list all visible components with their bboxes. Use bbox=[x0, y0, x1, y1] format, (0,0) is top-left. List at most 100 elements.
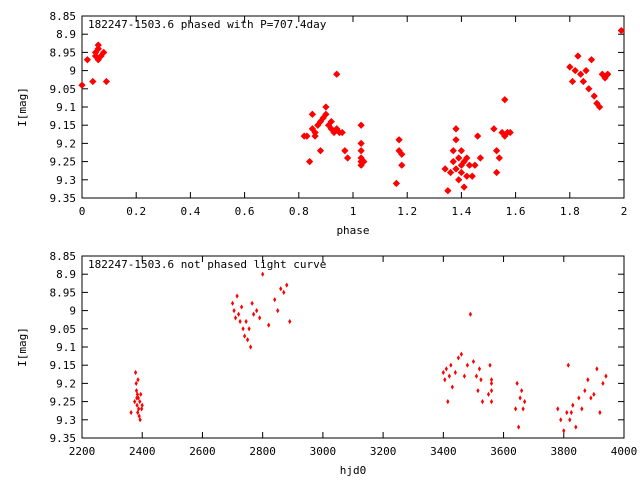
phased-x-tick-label: 0 bbox=[79, 205, 86, 218]
phased-data-point bbox=[100, 48, 108, 57]
phased-data-point bbox=[595, 103, 604, 111]
phased-data-point bbox=[449, 157, 457, 166]
unphased-data-point bbox=[243, 333, 247, 339]
unphased-data-point bbox=[566, 362, 570, 368]
phased-y-tick-label: 9 bbox=[69, 65, 76, 78]
phased-data-point bbox=[102, 77, 111, 86]
unphased-data-point bbox=[598, 409, 602, 416]
unphased-data-point bbox=[489, 377, 494, 383]
phased-data-point bbox=[571, 66, 579, 75]
unphased-y-tick-label: 9.3 bbox=[56, 414, 76, 427]
phased-x-tick-label: 1.8 bbox=[560, 205, 580, 218]
unphased-data-point bbox=[239, 304, 244, 310]
unphased-data-point bbox=[523, 399, 527, 405]
unphased-data-point bbox=[595, 366, 599, 372]
unphased-data-point bbox=[235, 293, 239, 299]
phased-x-axis-label: phase bbox=[336, 224, 369, 237]
unphased-data-point bbox=[136, 377, 140, 383]
unphased-data-point bbox=[233, 315, 238, 321]
phased-data-point bbox=[465, 161, 474, 169]
phased-x-ticks: 0 0.2 0.4 0.6 0.8 1 1.2 1.4 1.6 1.8 2 bbox=[79, 16, 628, 218]
unphased-x-axis-label: hjd0 bbox=[340, 464, 367, 477]
phased-data-point bbox=[322, 110, 330, 118]
unphased-data-point bbox=[474, 373, 479, 379]
phased-data-point bbox=[392, 179, 401, 188]
unphased-data-point bbox=[556, 406, 560, 412]
phased-y-tick-label: 9.15 bbox=[50, 119, 77, 132]
unphased-data-point bbox=[285, 282, 289, 288]
unphased-x-tick-label: 3000 bbox=[310, 445, 337, 458]
phased-data-point bbox=[311, 128, 319, 137]
unphased-data-point bbox=[138, 399, 142, 405]
phased-data-point bbox=[463, 172, 471, 180]
phased-x-tick-label: 2 bbox=[621, 205, 628, 218]
unphased-data-point bbox=[521, 406, 525, 412]
phased-data-point bbox=[341, 147, 349, 155]
phased-y-ticks: 8.85 8.9 8.95 9 9.05 9.1 9.15 9.2 9.25 9.3 9.35 bbox=[50, 10, 624, 205]
phased-y-tick-label: 9.2 bbox=[56, 137, 76, 150]
unphased-y-tick-label: 9.15 bbox=[50, 359, 77, 372]
unphased-data-point bbox=[604, 373, 608, 379]
unphased-y-tick-label: 9.1 bbox=[56, 341, 76, 354]
phased-y-tick-label: 9.35 bbox=[50, 192, 77, 205]
phased-data-point bbox=[506, 128, 514, 137]
phased-data-point bbox=[446, 168, 455, 177]
phased-x-tick-label: 0.8 bbox=[289, 205, 309, 218]
phased-data-points bbox=[78, 26, 625, 195]
phased-data-point bbox=[582, 66, 590, 75]
phased-data-point bbox=[492, 168, 501, 177]
unphased-data-point bbox=[562, 428, 566, 434]
phased-y-tick-label: 8.9 bbox=[56, 28, 76, 41]
unphased-data-point bbox=[577, 395, 581, 401]
unphased-data-point bbox=[261, 271, 265, 277]
unphased-data-point bbox=[249, 344, 253, 350]
phased-data-point bbox=[463, 154, 471, 162]
phased-data-point bbox=[457, 168, 466, 177]
phased-y-tick-label: 8.85 bbox=[50, 10, 77, 23]
unphased-data-point bbox=[447, 373, 451, 379]
phased-data-point bbox=[449, 147, 457, 155]
unphased-data-point bbox=[255, 308, 259, 314]
unphased-data-point bbox=[133, 369, 138, 376]
unphased-data-point bbox=[137, 413, 141, 419]
phased-data-point bbox=[455, 176, 463, 184]
phased-data-point bbox=[501, 96, 509, 104]
unphased-y-tick-label: 8.85 bbox=[50, 250, 77, 263]
phased-data-point bbox=[308, 110, 317, 118]
unphased-y-tick-label: 9.35 bbox=[50, 432, 77, 445]
unphased-x-tick-label: 2400 bbox=[129, 445, 156, 458]
unphased-data-point bbox=[441, 369, 445, 376]
unphased-data-point bbox=[450, 384, 454, 390]
phased-data-point bbox=[398, 161, 406, 169]
phased-data-point bbox=[333, 70, 341, 78]
phased-data-point bbox=[471, 161, 479, 169]
unphased-data-point bbox=[133, 399, 137, 405]
unphased-data-point bbox=[486, 391, 491, 397]
phased-y-axis-label: I[mag] bbox=[16, 87, 29, 127]
phased-data-point bbox=[585, 85, 593, 93]
phased-data-point bbox=[490, 125, 498, 133]
unphased-chart-title: 182247-1503.6 not phased light curve bbox=[88, 258, 326, 271]
phased-data-point bbox=[305, 157, 314, 166]
phased-data-point bbox=[492, 147, 501, 155]
unphased-data-point bbox=[586, 377, 590, 383]
phased-y-tick-label: 8.95 bbox=[50, 46, 77, 59]
phased-data-point bbox=[604, 70, 612, 78]
unphased-x-tick-label: 4000 bbox=[611, 445, 638, 458]
unphased-data-point bbox=[568, 417, 572, 423]
phased-data-point bbox=[590, 92, 598, 100]
unphased-data-point bbox=[250, 300, 254, 306]
unphased-data-point bbox=[230, 300, 235, 306]
unphased-data-point bbox=[134, 380, 138, 386]
unphased-y-tick-label: 8.95 bbox=[50, 286, 77, 299]
unphased-x-tick-label: 2800 bbox=[249, 445, 276, 458]
phased-data-point bbox=[357, 147, 365, 155]
phased-data-point bbox=[83, 56, 92, 64]
unphased-data-point bbox=[489, 399, 494, 405]
phased-data-point bbox=[395, 136, 403, 144]
phased-data-point bbox=[322, 103, 330, 111]
unphased-data-point bbox=[232, 308, 236, 314]
unphased-data-point bbox=[236, 311, 241, 317]
unphased-data-point bbox=[443, 377, 447, 383]
